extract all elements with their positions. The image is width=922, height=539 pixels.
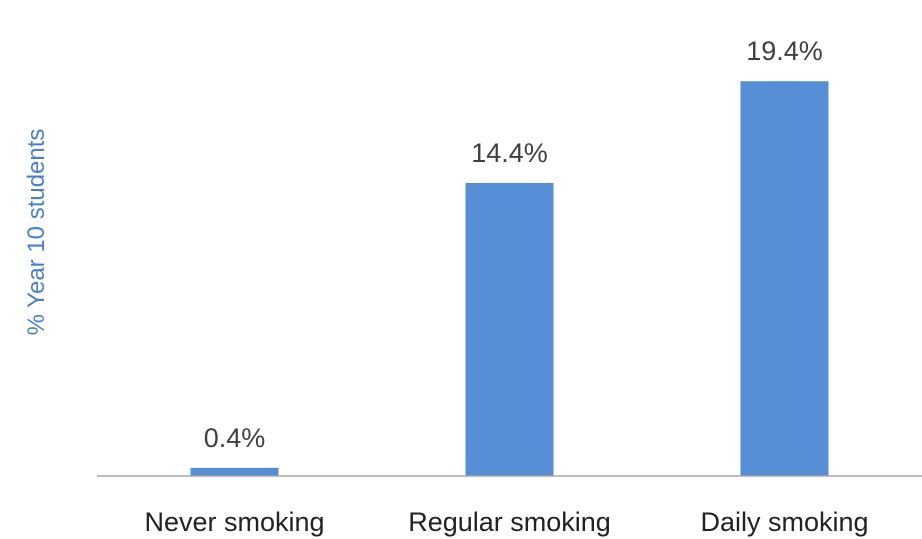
bar-never-smoking: [190, 467, 279, 476]
data-label-never-smoking: 0.4%: [204, 423, 266, 453]
data-label-regular-smoking: 14.4%: [471, 138, 548, 168]
category-label-regular-smoking: Regular smoking: [408, 507, 611, 537]
category-labels: Never smoking Regular smoking Daily smokin…: [144, 507, 868, 537]
bar-daily-smoking: [740, 81, 829, 477]
category-label-daily-smoking: Daily smoking: [700, 507, 868, 537]
data-label-daily-smoking: 19.4%: [746, 36, 823, 66]
y-axis-label: % Year 10 students: [23, 129, 50, 336]
bar-regular-smoking: [465, 182, 554, 476]
data-labels: 0.4% 14.4% 19.4%: [204, 36, 823, 453]
category-label-never-smoking: Never smoking: [144, 507, 324, 537]
bars-group: [190, 81, 829, 477]
